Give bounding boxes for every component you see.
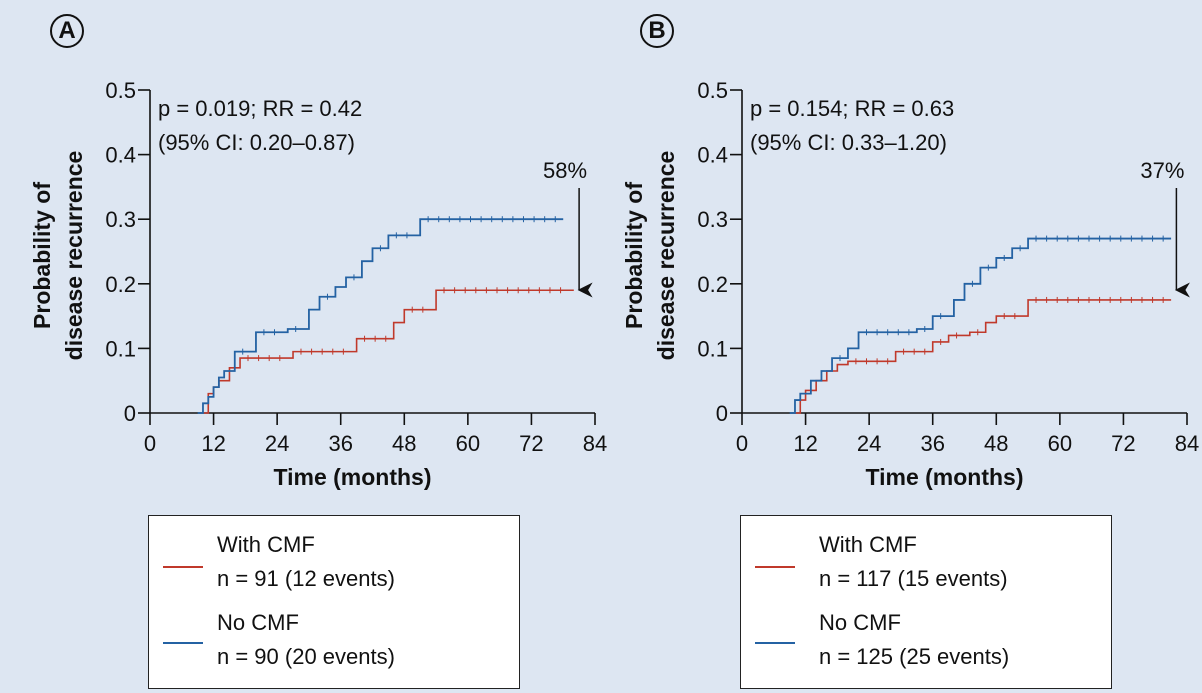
legend-label-with-cmf: With CMF <box>819 532 917 557</box>
reduction-percentage-label: 37% <box>1140 158 1184 183</box>
y-tick-label: 0.2 <box>697 272 728 297</box>
legend-swatch-no-cmf <box>755 642 795 644</box>
x-tick-label: 24 <box>857 431 881 456</box>
x-tick-label: 48 <box>392 431 416 456</box>
reduction-percentage-label: 58% <box>543 158 587 183</box>
x-tick-label: 48 <box>984 431 1008 456</box>
y-tick-label: 0.3 <box>697 207 728 232</box>
series-line-with-cmf <box>794 299 1172 414</box>
series-line-no-cmf <box>197 218 564 414</box>
x-tick-label: 72 <box>519 431 543 456</box>
legend-count-with-cmf: n = 91 (12 events) <box>217 566 395 591</box>
x-tick-label: 0 <box>144 431 156 456</box>
x-tick-label: 60 <box>456 431 480 456</box>
legend-label-with-cmf: With CMF <box>217 532 315 557</box>
y-tick-label: 0.5 <box>697 78 728 103</box>
x-tick-label: 72 <box>1111 431 1135 456</box>
x-tick-label: 60 <box>1048 431 1072 456</box>
legend-swatch-with-cmf <box>755 566 795 568</box>
x-tick-label: 36 <box>920 431 944 456</box>
series-line-with-cmf <box>202 289 574 414</box>
stats-annotation-line2: (95% CI: 0.20–0.87) <box>158 130 355 155</box>
y-tick-label: 0.1 <box>697 336 728 361</box>
y-tick-label: 0.4 <box>697 143 728 168</box>
y-axis-label-line2: disease recurrence <box>61 151 87 361</box>
legend-panel-b: With CMF n = 117 (15 events) No CMF n = … <box>740 515 1112 689</box>
stats-annotation-line1: p = 0.019; RR = 0.42 <box>158 96 362 121</box>
y-tick-label: 0 <box>716 401 728 426</box>
y-axis-label-line1: Probability of <box>621 182 647 329</box>
y-tick-label: 0.1 <box>105 336 136 361</box>
legend-label-no-cmf: No CMF <box>819 610 901 635</box>
stats-annotation-line1: p = 0.154; RR = 0.63 <box>750 96 954 121</box>
x-tick-label: 36 <box>328 431 352 456</box>
panel-label-b: B <box>640 14 674 48</box>
legend-swatch-with-cmf <box>163 566 203 568</box>
x-tick-label: 24 <box>265 431 289 456</box>
legend-count-no-cmf: n = 90 (20 events) <box>217 644 395 669</box>
stats-annotation-line2: (95% CI: 0.33–1.20) <box>750 130 947 155</box>
y-axis-label-line1: Probability of <box>29 182 55 329</box>
legend-swatch-no-cmf <box>163 642 203 644</box>
x-axis-label: Time (months) <box>273 464 431 490</box>
x-tick-label: 84 <box>583 431 607 456</box>
x-tick-label: 12 <box>201 431 225 456</box>
legend-label-no-cmf: No CMF <box>217 610 299 635</box>
panel-label-a: A <box>50 14 84 48</box>
chart-panel-a: 0 0.1 0.2 0.3 0.4 0.5 0 12 24 36 48 60 72 84 Time (mon… <box>29 78 607 490</box>
y-tick-label: 0.5 <box>105 78 136 103</box>
x-tick-label: 0 <box>736 431 748 456</box>
y-tick-label: 0.2 <box>105 272 136 297</box>
x-axis-label: Time (months) <box>865 464 1023 490</box>
x-tick-label: 12 <box>793 431 817 456</box>
y-tick-label: 0.3 <box>105 207 136 232</box>
y-tick-label: 0 <box>124 401 136 426</box>
legend-count-with-cmf: n = 117 (15 events) <box>819 566 1008 591</box>
x-tick-label: 84 <box>1175 431 1199 456</box>
y-axis-label-line2: disease recurrence <box>653 151 679 361</box>
chart-panel-b: 0 0.1 0.2 0.3 0.4 0.5 0 12 24 36 48 60 72 84 Time (mon… <box>621 78 1199 490</box>
legend-count-no-cmf: n = 125 (25 events) <box>819 644 1010 669</box>
series-line-no-cmf <box>789 237 1172 414</box>
y-tick-label: 0.4 <box>105 143 136 168</box>
legend-panel-a: With CMF n = 91 (12 events) No CMF n = 9… <box>148 515 520 689</box>
